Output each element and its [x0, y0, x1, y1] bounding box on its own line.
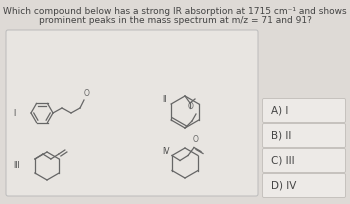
Text: III: III: [13, 162, 20, 171]
Text: I: I: [13, 109, 15, 118]
Text: C) III: C) III: [271, 155, 295, 165]
Text: O: O: [193, 135, 199, 144]
FancyBboxPatch shape: [262, 149, 345, 173]
FancyBboxPatch shape: [262, 99, 345, 122]
Text: prominent peaks in the mass spectrum at m/z = 71 and 91?: prominent peaks in the mass spectrum at …: [38, 16, 312, 25]
Text: O: O: [188, 102, 194, 111]
FancyBboxPatch shape: [262, 173, 345, 197]
Text: O: O: [84, 89, 90, 98]
Text: A) I: A) I: [271, 105, 288, 115]
Text: IV: IV: [162, 146, 169, 155]
Text: Which compound below has a strong IR absorption at 1715 cm⁻¹ and shows: Which compound below has a strong IR abs…: [3, 7, 347, 16]
Text: II: II: [162, 95, 167, 104]
FancyBboxPatch shape: [262, 123, 345, 147]
Text: D) IV: D) IV: [271, 181, 296, 191]
Text: B) II: B) II: [271, 131, 291, 141]
FancyBboxPatch shape: [6, 30, 258, 196]
